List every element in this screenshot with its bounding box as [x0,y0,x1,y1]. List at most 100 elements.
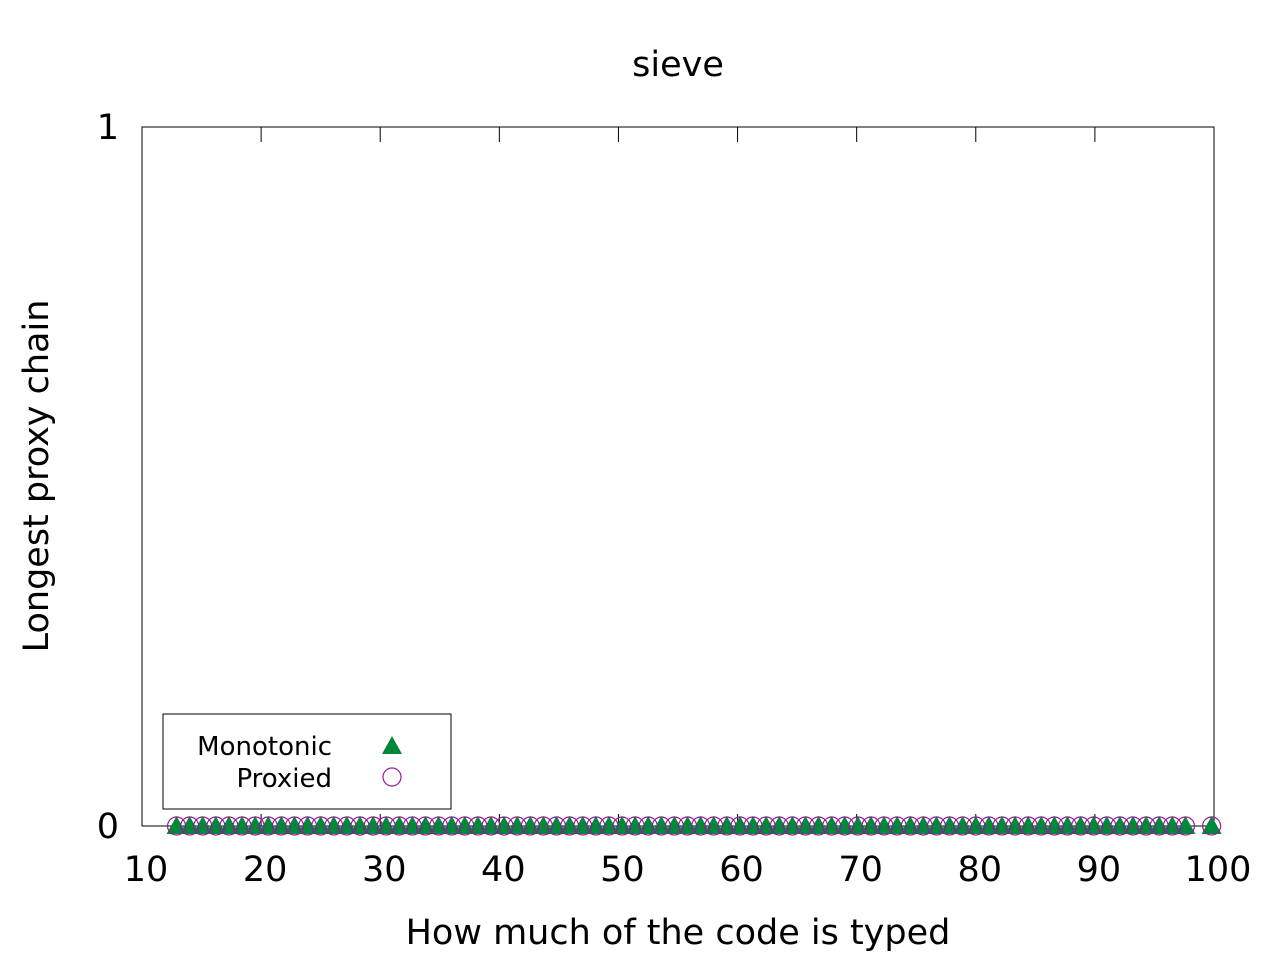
point-proxied [1110,816,1130,836]
point-proxied [337,816,357,836]
point-proxied [704,816,724,836]
y-axis-label: Longest proxy chain [17,300,57,653]
point-proxied [835,816,855,836]
point-proxied [258,816,278,836]
legend-label-proxied: Proxied [236,764,332,794]
point-proxied [494,816,514,836]
point-proxied [1202,816,1222,836]
point-proxied [415,816,436,836]
point-proxied [533,816,554,836]
point-proxied [206,816,226,836]
point-proxied [166,816,187,836]
point-proxied [1175,816,1196,836]
chart-title: sieve [632,45,724,85]
point-proxied [926,816,947,836]
x-tick-label: 40 [481,850,526,890]
point-proxied [756,816,776,836]
point-proxied [900,816,920,836]
point-proxied [664,816,685,836]
point-proxied [1149,816,1169,836]
y-tick-label: 0 [97,807,119,847]
point-proxied [638,816,658,836]
point-proxied [861,816,881,836]
point-proxied [953,816,973,836]
point-proxied [782,816,802,836]
point-proxied [1044,816,1064,836]
data-points [166,816,1222,836]
point-proxied [297,816,318,836]
point-proxied [586,816,606,836]
x-tick-label: 90 [1077,850,1122,890]
point-proxied [573,816,593,836]
point-proxied [1097,816,1117,836]
point-proxied [625,816,645,836]
point-proxied [546,816,567,836]
legend-box [162,713,452,810]
x-tick-label: 20 [243,850,288,890]
point-proxied [402,816,422,836]
point-proxied [730,816,750,836]
point-proxied [979,816,999,836]
legend-marker-proxied [382,767,402,787]
x-tick-label: 30 [362,850,407,890]
point-proxied [350,816,370,836]
point-proxied [874,816,894,836]
legend-label-monotonic: Monotonic [197,732,332,762]
x-tick-label: 70 [838,850,883,890]
point-proxied [691,816,711,836]
point-proxied [455,816,475,836]
point-proxied [311,816,331,836]
point-proxied [520,816,540,836]
point-proxied [442,816,462,836]
point-proxied [1057,816,1078,836]
point-proxied [232,816,252,836]
point-proxied [180,816,200,836]
point-proxied [1162,816,1182,836]
point-proxied [271,816,291,836]
point-proxied [848,816,868,836]
point-proxied [1070,816,1091,836]
point-proxied [1084,816,1104,836]
point-proxied [913,816,933,836]
point-proxied [822,816,842,836]
point-proxied [612,816,632,836]
point-proxied [219,816,239,836]
x-tick-label: 60 [719,850,764,890]
point-proxied [966,816,986,836]
point-proxied [284,816,305,836]
point-proxied [887,816,907,836]
point-proxied [717,816,737,836]
x-tick-label: 50 [600,850,645,890]
point-proxied [808,816,829,836]
x-tick-label: 100 [1185,850,1252,890]
point-proxied [599,816,619,836]
y-tick-label: 1 [97,108,119,148]
x-tick-labels: 10 20 30 40 50 60 70 80 90 100 [124,850,1252,890]
x-axis-label: How much of the code is typed [406,913,951,953]
legend: Monotonic Proxied [162,713,452,810]
y-tick-labels: 01 [97,108,119,847]
x-tick-label: 10 [124,850,169,890]
point-proxied [560,816,580,836]
legend-markers [382,736,402,787]
point-proxied [507,816,527,836]
x-tick-label: 80 [958,850,1003,890]
point-proxied [1136,816,1156,836]
point-proxied [428,816,449,836]
point-proxied [795,816,816,836]
point-proxied [468,816,488,836]
point-proxied [324,816,344,836]
point-proxied [245,816,265,836]
point-monotonic [1201,816,1222,834]
point-proxied [363,816,383,836]
point-proxied [1005,816,1025,836]
point-proxied [389,816,409,836]
point-proxied [1031,816,1051,836]
point-proxied [1123,816,1143,836]
point-proxied [651,816,671,836]
point-proxied [677,816,698,836]
point-proxied [992,816,1012,836]
point-proxied [376,816,396,836]
